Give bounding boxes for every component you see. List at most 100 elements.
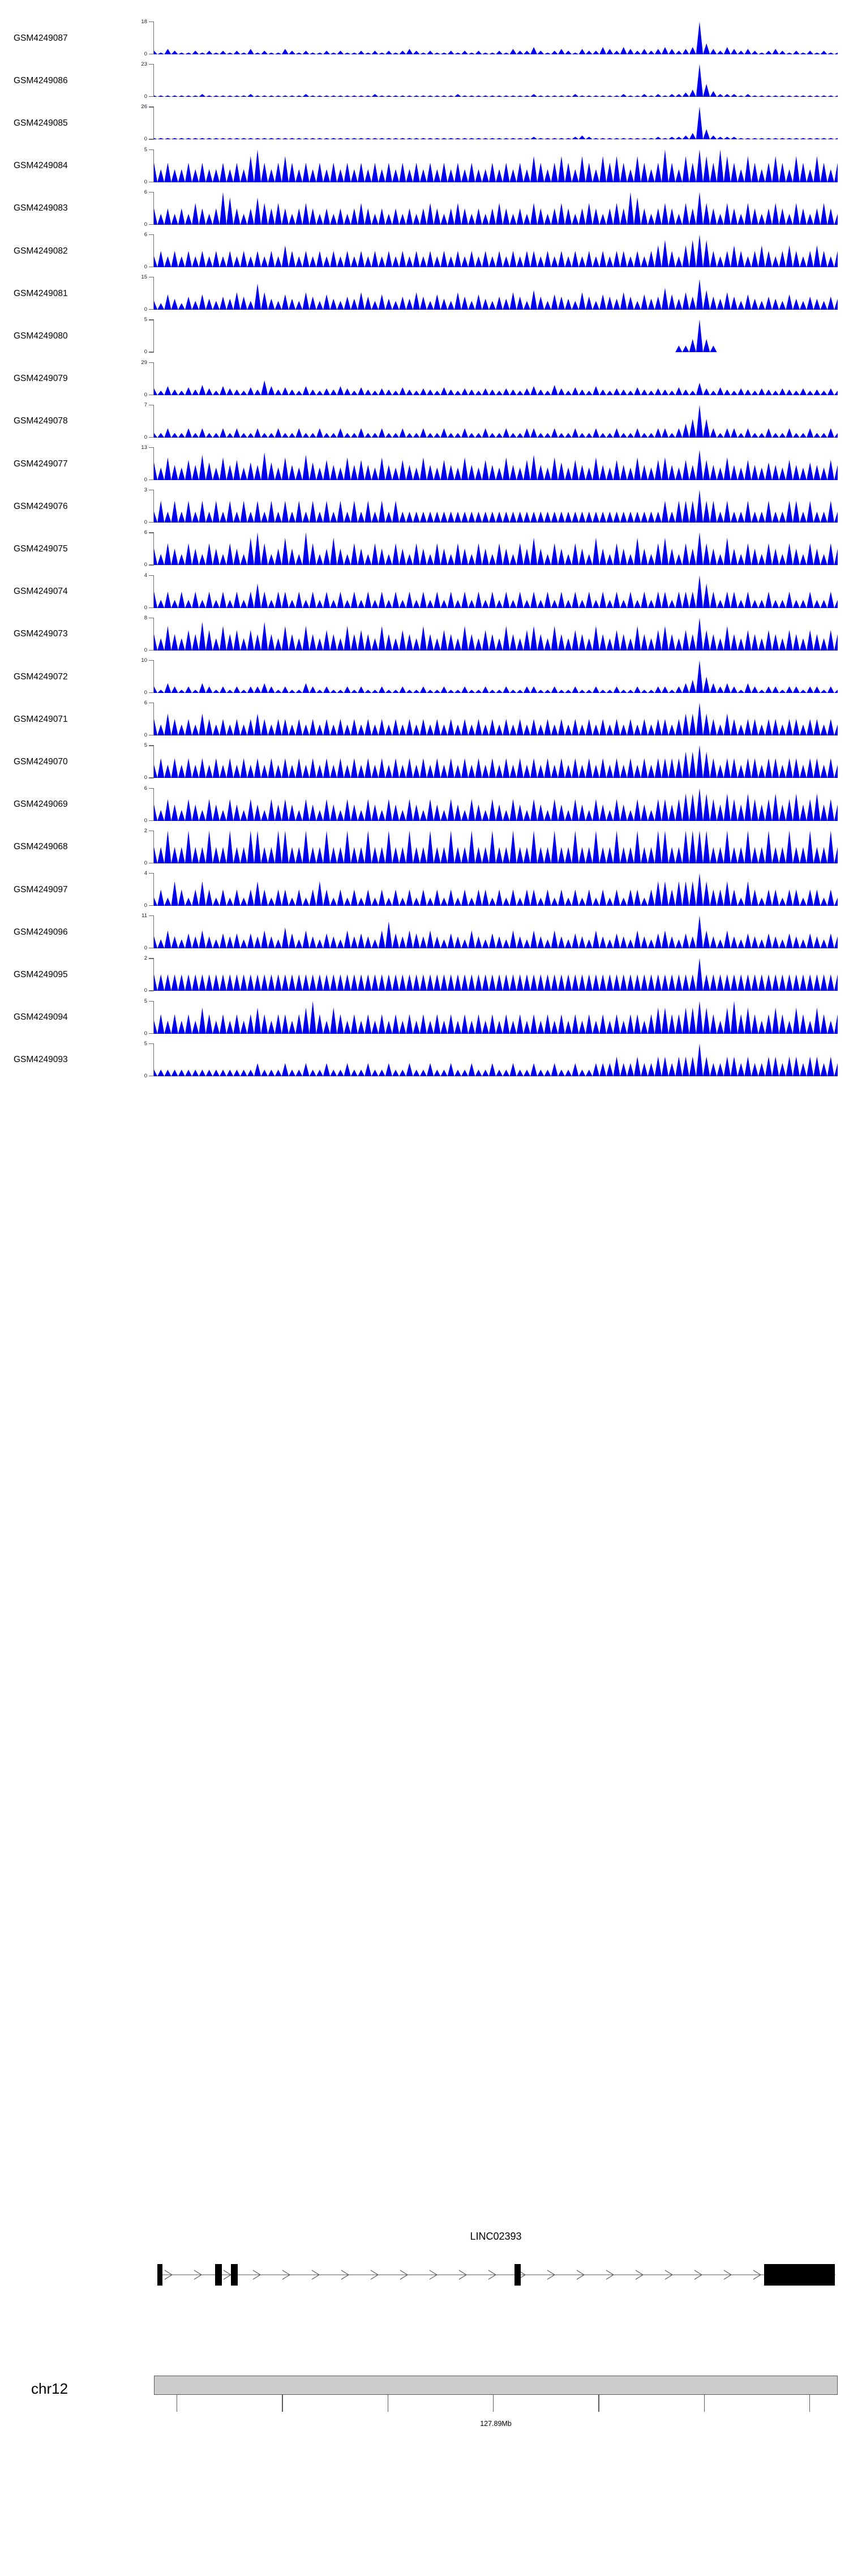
axis-tick: [598, 2395, 599, 2412]
y-axis-tick-max: [149, 532, 154, 533]
y-axis-min-label: 0: [144, 945, 147, 952]
y-axis-min-label: 0: [144, 1072, 147, 1079]
y-axis-tick-min: [149, 522, 154, 523]
axis-tick: [809, 2395, 811, 2412]
axis-tick: [493, 2395, 494, 2412]
coverage-track: GSM4249070 5 0: [0, 741, 849, 783]
coverage-plot-area[interactable]: [154, 915, 838, 949]
y-axis-line: [153, 703, 154, 736]
coverage-plot-area[interactable]: [154, 958, 838, 991]
y-axis-line: [153, 277, 154, 310]
coverage-plot-area[interactable]: [154, 788, 838, 821]
y-axis-tick-max: [149, 64, 154, 65]
coverage-track: GSM4249079 29 0: [0, 358, 849, 400]
y-axis-line: [153, 830, 154, 863]
coverage-track: GSM4249087 18 0: [0, 17, 849, 59]
y-axis-tick-max: [149, 362, 154, 363]
y-axis-line: [153, 575, 154, 608]
coverage-plot-area[interactable]: [154, 490, 838, 523]
track-label: GSM4249077: [14, 459, 68, 469]
coverage-plot-area[interactable]: [154, 1000, 838, 1034]
track-y-axis: 26 0: [130, 104, 154, 142]
y-axis-min-label: 0: [144, 93, 147, 100]
track-label: GSM4249087: [14, 33, 68, 43]
y-axis-line: [153, 447, 154, 480]
coverage-plot-area[interactable]: [154, 277, 838, 310]
track-label: GSM4249085: [14, 118, 68, 128]
y-axis-line: [153, 788, 154, 821]
coverage-plot-area[interactable]: [154, 362, 838, 395]
y-axis-line: [153, 234, 154, 267]
coverage-plot-area[interactable]: [154, 106, 838, 140]
y-axis-tick-max: [149, 149, 154, 150]
y-axis-min-label: 0: [144, 477, 147, 483]
track-label: GSM4249096: [14, 927, 68, 937]
track-label: GSM4249068: [14, 842, 68, 852]
y-axis-max-label: 13: [141, 444, 147, 451]
coverage-plot-area[interactable]: [154, 532, 838, 566]
coverage-plot-area[interactable]: [154, 319, 838, 353]
coverage-plot-area[interactable]: [154, 234, 838, 267]
coverage-track: GSM4249095 2 0: [0, 953, 849, 996]
coverage-plot-area[interactable]: [154, 617, 838, 651]
coverage-plot-area[interactable]: [154, 149, 838, 182]
y-axis-line: [153, 1000, 154, 1034]
coverage-plot-area[interactable]: [154, 447, 838, 480]
y-axis-tick-min: [149, 564, 154, 566]
y-axis-max-label: 2: [144, 827, 147, 834]
coverage-plot-area[interactable]: [154, 1043, 838, 1076]
track-label: GSM4249084: [14, 161, 68, 171]
y-axis-min-label: 0: [144, 732, 147, 739]
y-axis-tick-min: [149, 224, 154, 225]
y-axis-line: [153, 319, 154, 353]
coverage-plot-area[interactable]: [154, 703, 838, 736]
chromosome-ideogram-bar[interactable]: [154, 2376, 838, 2395]
gene-model-row[interactable]: [154, 2262, 838, 2288]
coverage-track: GSM4249077 13 0: [0, 443, 849, 485]
coverage-track: GSM4249076 3 0: [0, 485, 849, 528]
y-axis-min-label: 0: [144, 349, 147, 356]
track-label: GSM4249070: [14, 756, 68, 767]
y-axis-max-label: 5: [144, 146, 147, 153]
track-label: GSM4249080: [14, 331, 68, 341]
coverage-plot-area[interactable]: [154, 22, 838, 54]
coverage-plot-area[interactable]: [154, 191, 838, 225]
coverage-plot-area[interactable]: [154, 745, 838, 778]
track-label: GSM4249081: [14, 288, 68, 298]
coverage-plot-area[interactable]: [154, 575, 838, 608]
coverage-track: GSM4249078 7 0: [0, 400, 849, 443]
coverage-plot-area[interactable]: [154, 660, 838, 693]
y-axis-min-label: 0: [144, 774, 147, 781]
y-axis-line: [153, 362, 154, 395]
coverage-track: GSM4249085 26 0: [0, 102, 849, 144]
coverage-track: GSM4249075 6 0: [0, 528, 849, 570]
y-axis-max-label: 5: [144, 316, 147, 323]
y-axis-max-label: 18: [141, 19, 147, 25]
coverage-track: GSM4249086 23 0: [0, 59, 849, 102]
coverage-plot-area[interactable]: [154, 64, 838, 97]
y-axis-min-label: 0: [144, 391, 147, 398]
y-axis-min-label: 0: [144, 690, 147, 696]
y-axis-max-label: 29: [141, 359, 147, 366]
coverage-plot-area[interactable]: [154, 873, 838, 906]
y-axis-tick-max: [149, 447, 154, 448]
y-axis-max-label: 5: [144, 742, 147, 749]
coverage-plot-area[interactable]: [154, 830, 838, 863]
gene-annotation-track: LINC02393: [0, 2231, 849, 2321]
track-label: GSM4249078: [14, 416, 68, 426]
y-axis-line: [153, 404, 154, 438]
coverage-plot-area[interactable]: [154, 404, 838, 438]
y-axis-max-label: 2: [144, 955, 147, 962]
y-axis-min-label: 0: [144, 604, 147, 611]
y-axis-tick-min: [149, 777, 154, 778]
y-axis-tick-max: [149, 915, 154, 917]
y-axis-max-label: 15: [141, 274, 147, 281]
track-label: GSM4249075: [14, 544, 68, 554]
coverage-track: GSM4249084 5 0: [0, 145, 849, 187]
y-axis-tick-min: [149, 607, 154, 608]
coverage-track: GSM4249081 15 0: [0, 272, 849, 315]
